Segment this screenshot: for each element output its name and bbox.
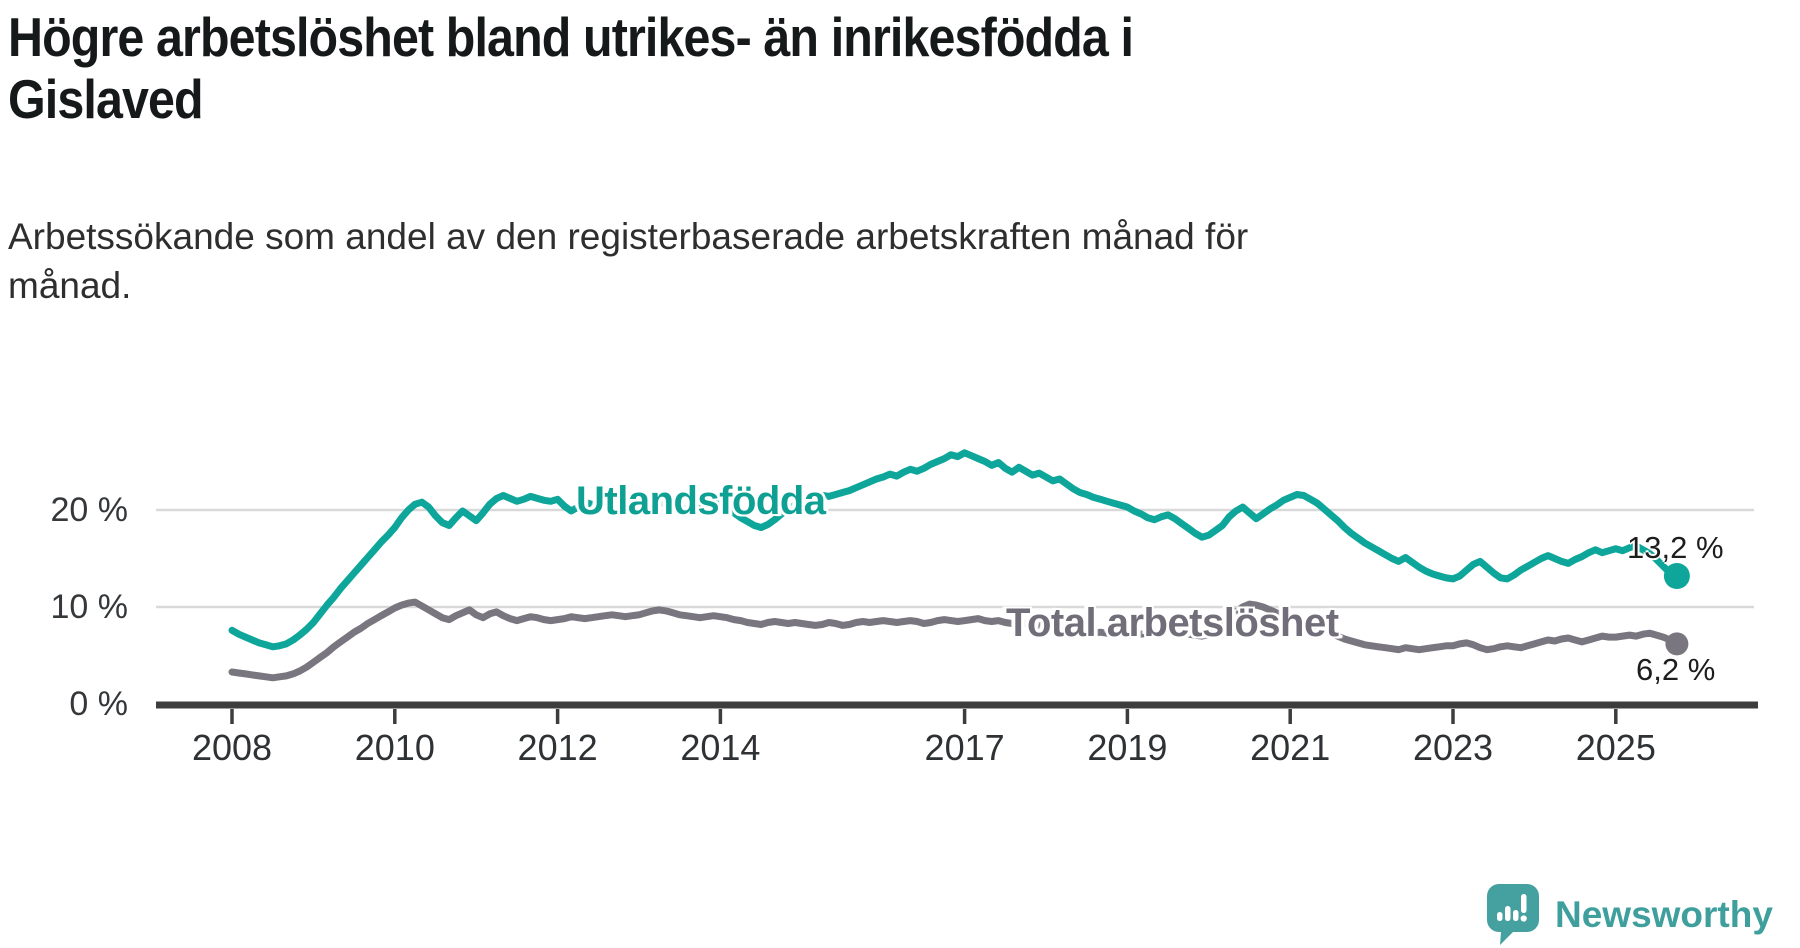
title-line-1: Högre arbetslöshet bland utrikes- än inr… <box>8 6 1134 68</box>
x-axis-label-2008: 2008 <box>191 727 273 768</box>
bar-chart-glyph <box>1497 894 1527 922</box>
series-label-utlandsfodda: Utlandsfödda <box>576 479 826 523</box>
page-title: Högre arbetslöshet bland utrikes- än inr… <box>8 6 1134 130</box>
y-axis-label-20: 20 % <box>50 491 129 529</box>
end-dot-series-1 <box>1665 632 1689 656</box>
line-series-1 <box>228 598 1681 682</box>
x-axis-label-2014: 2014 <box>680 727 761 768</box>
exclamation-bar <box>1521 894 1527 913</box>
end-dot-series-0 <box>1663 563 1690 589</box>
y-axis-label-10: 10 % <box>50 588 129 626</box>
line-series-0 <box>228 449 1681 651</box>
x-axis-label-2019: 2019 <box>1087 727 1168 768</box>
y-axis-label-0: 0 % <box>69 685 128 723</box>
title-line-2: Gislaved <box>8 68 204 130</box>
x-axis-label-2021: 2021 <box>1250 727 1331 768</box>
x-axis-label-2010: 2010 <box>354 727 435 768</box>
newsworthy-logo-icon <box>1487 884 1539 945</box>
series-label-total-arbetsloshet: Total arbetslöshet <box>1006 601 1339 645</box>
x-axis-label-2025: 2025 <box>1575 727 1656 768</box>
end-value-label-total: 6,2 % <box>1636 652 1716 687</box>
newsworthy-logo: Newsworthy <box>1487 884 1773 946</box>
x-axis-label-2023: 2023 <box>1412 727 1494 768</box>
end-value-label-utlandsfodda: 13,2 % <box>1627 530 1724 565</box>
x-axis-label-2017: 2017 <box>924 727 1005 768</box>
subtitle-line-2: månad. <box>8 265 132 306</box>
exclamation-dot <box>1520 915 1527 922</box>
brand-name: Newsworthy <box>1555 894 1773 935</box>
subtitle-line-1: Arbetssökande som andel av den registerb… <box>8 216 1249 257</box>
chart-subtitle: Arbetssökande som andel av den registerb… <box>8 212 1248 310</box>
x-axis-label-2012: 2012 <box>517 727 598 768</box>
